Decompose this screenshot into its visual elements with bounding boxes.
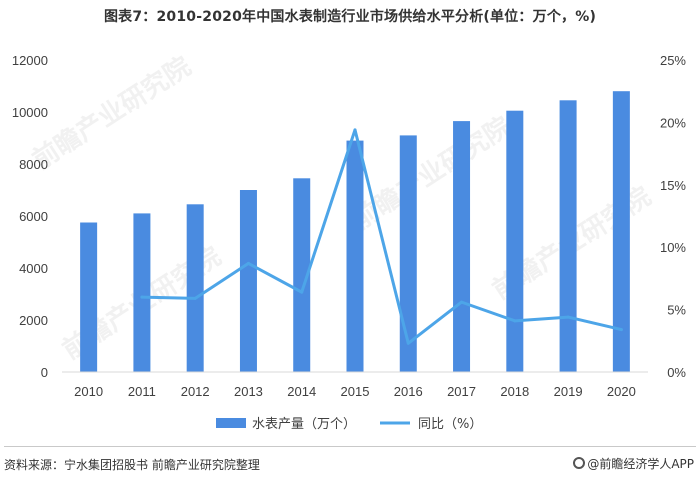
left-tick-label: 12000 bbox=[12, 53, 48, 68]
right-tick-label: 10% bbox=[660, 240, 686, 255]
bar-2014 bbox=[293, 178, 311, 372]
x-tick-label: 2013 bbox=[234, 384, 263, 399]
chart-svg: 前瞻产业研究院前瞻产业研究院前瞻产业研究院前瞻产业研究院 02000400060… bbox=[12, 51, 687, 432]
right-tick-label: 25% bbox=[660, 53, 686, 68]
legend-label-bar: 水表产量（万个） bbox=[252, 417, 356, 432]
x-tick-label: 2020 bbox=[607, 384, 636, 399]
left-tick-label: 4000 bbox=[19, 261, 48, 276]
bar-2018 bbox=[506, 110, 524, 372]
line-point-2020 bbox=[619, 328, 623, 332]
bar-2012 bbox=[186, 204, 204, 372]
watermark-text: 前瞻产业研究院 bbox=[27, 51, 197, 176]
brand-logo-icon bbox=[573, 457, 586, 469]
right-tick-label: 5% bbox=[667, 303, 686, 318]
right-tick-label: 15% bbox=[660, 178, 686, 193]
x-tick-label: 2019 bbox=[554, 384, 583, 399]
line-point-2012 bbox=[193, 296, 197, 300]
line-point-2011 bbox=[140, 295, 144, 299]
x-tick-label: 2016 bbox=[394, 384, 423, 399]
bar-2019 bbox=[559, 100, 577, 373]
legend-label-line: 同比（%） bbox=[418, 417, 482, 432]
line-point-2019 bbox=[566, 315, 570, 319]
legend-swatch-bar bbox=[216, 418, 246, 428]
brand-text: @前瞻经济学人APP bbox=[587, 457, 694, 471]
bar-2015 bbox=[346, 140, 364, 372]
x-tick-label: 2017 bbox=[447, 384, 476, 399]
x-tick-label: 2018 bbox=[500, 384, 529, 399]
bar-2013 bbox=[239, 190, 257, 372]
left-tick-label: 10000 bbox=[12, 105, 48, 120]
watermark-text: 前瞻产业研究院 bbox=[347, 111, 517, 236]
bar-2017 bbox=[453, 121, 471, 372]
left-tick-label: 0 bbox=[41, 365, 48, 380]
footer: 资料来源：宁水集团招股书 前瞻产业研究院整理 @前瞻经济学人APP bbox=[0, 446, 700, 482]
x-tick-label: 2010 bbox=[74, 384, 103, 399]
line-point-2013 bbox=[246, 261, 250, 265]
right-tick-label: 20% bbox=[660, 115, 686, 130]
footer-divider bbox=[4, 446, 696, 447]
x-tick-label: 2012 bbox=[181, 384, 210, 399]
source-note: 资料来源：宁水集团招股书 前瞻产业研究院整理 bbox=[4, 458, 260, 472]
bar-2020 bbox=[612, 91, 630, 372]
line-point-2017 bbox=[460, 300, 464, 304]
line-point-2018 bbox=[513, 319, 517, 323]
left-tick-label: 8000 bbox=[19, 157, 48, 172]
line-yoy bbox=[140, 128, 623, 345]
left-tick-label: 6000 bbox=[19, 209, 48, 224]
brand-label: @前瞻经济学人APP bbox=[573, 455, 694, 472]
x-tick-label: 2015 bbox=[341, 384, 370, 399]
right-tick-label: 0% bbox=[667, 365, 686, 380]
bar-2016 bbox=[399, 135, 417, 372]
line-point-2016 bbox=[406, 341, 410, 345]
bar-2010 bbox=[80, 222, 98, 372]
left-tick-label: 2000 bbox=[19, 313, 48, 328]
x-tick-label: 2011 bbox=[128, 384, 156, 399]
line-point-2014 bbox=[300, 290, 304, 294]
x-tick-label: 2014 bbox=[287, 384, 316, 399]
bar-2011 bbox=[133, 213, 151, 372]
chart-title: 图表7：2010-2020年中国水表制造行业市场供给水平分析(单位：万个，%) bbox=[103, 9, 597, 25]
line-point-2015 bbox=[353, 128, 357, 132]
